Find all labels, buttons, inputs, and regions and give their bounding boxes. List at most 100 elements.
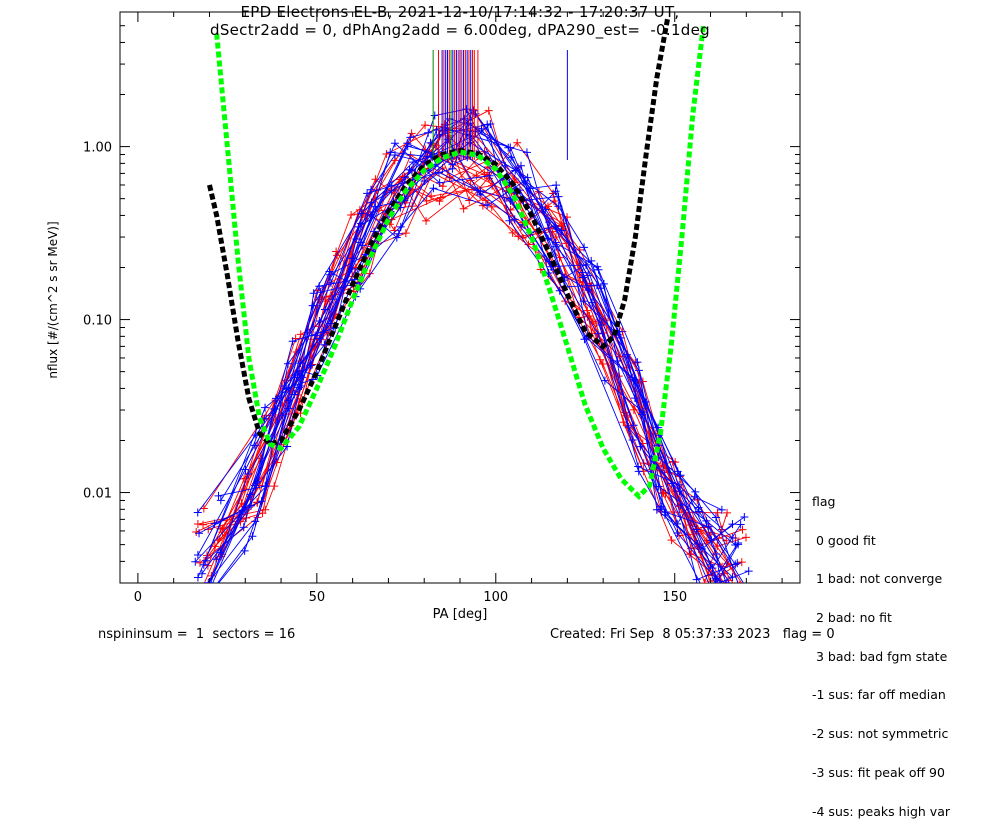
blue-point xyxy=(673,519,682,528)
blue-point xyxy=(284,383,293,392)
blue-point xyxy=(210,519,219,528)
y-tick-label: 0.10 xyxy=(83,314,112,329)
blue-point xyxy=(429,184,438,193)
red-point xyxy=(738,525,747,534)
blue-point xyxy=(390,139,399,148)
red-point xyxy=(422,216,431,225)
blue-point xyxy=(506,143,515,152)
blue-point xyxy=(244,470,253,479)
blue-point xyxy=(594,265,603,274)
blue-point xyxy=(629,421,638,430)
blue-point xyxy=(740,513,749,522)
fit-curves xyxy=(207,18,706,500)
blue-point xyxy=(205,591,213,599)
footer-left: nspininsum = 1 sectors = 16 xyxy=(98,627,296,642)
red-point xyxy=(435,197,444,206)
y-tick-label: 0.01 xyxy=(83,487,112,502)
blue-point xyxy=(315,316,324,325)
red-line xyxy=(206,171,728,565)
red-point xyxy=(472,171,481,180)
blue-point xyxy=(246,501,255,510)
red-point xyxy=(596,355,605,364)
blue-point xyxy=(579,297,588,306)
blue-profile xyxy=(214,114,745,573)
blue-point xyxy=(719,583,727,591)
y-axis-label: nflux [#/(cm^2 s sr MeV)] xyxy=(46,221,60,378)
blue-point xyxy=(667,479,676,488)
blue-point xyxy=(199,560,208,569)
red-point xyxy=(743,586,751,594)
red-point xyxy=(333,251,342,260)
blue-point xyxy=(202,593,210,601)
legend-title: flag xyxy=(812,493,836,509)
blue-point xyxy=(738,592,746,600)
blue-point xyxy=(197,569,206,578)
legend-item: 1 bad: not converge xyxy=(812,571,943,587)
red-point xyxy=(347,210,356,219)
blue-point xyxy=(198,593,206,601)
blue-point xyxy=(288,337,297,346)
red-point xyxy=(737,558,746,567)
blue-point xyxy=(501,161,510,170)
blue-point xyxy=(261,482,270,491)
blue-point xyxy=(392,233,401,242)
red-point xyxy=(195,558,204,567)
red-point xyxy=(729,593,737,601)
blue-profile xyxy=(193,138,744,583)
blue-point xyxy=(366,210,375,219)
blue-point xyxy=(710,590,718,598)
blue-point xyxy=(214,491,223,500)
flag-legend: flag 0 good fit 1 bad: not converge 2 ba… xyxy=(812,470,950,831)
blue-point xyxy=(541,205,550,214)
blue-profile xyxy=(195,176,727,591)
blue-point xyxy=(366,185,375,194)
blue-point xyxy=(235,510,244,519)
blue-point xyxy=(390,150,399,159)
blue-point xyxy=(630,394,639,403)
blue-point xyxy=(347,264,356,273)
blue-point xyxy=(580,335,589,344)
blue-point xyxy=(193,551,202,560)
blue-point xyxy=(656,505,665,514)
blue-line xyxy=(197,142,744,583)
blue-point xyxy=(290,390,299,399)
red-point xyxy=(199,520,208,529)
red-point xyxy=(713,508,722,517)
blue-point xyxy=(306,361,315,370)
axes: 0 50 100 150 0.01 0.10 1.00 xyxy=(83,11,800,605)
blue-point xyxy=(420,176,429,185)
blue-point xyxy=(717,505,726,514)
blue-line xyxy=(197,133,739,583)
pitch-angle-chart: 0 50 100 150 0.01 0.10 1.00 PA [deg] nflux [#/… xyxy=(46,11,801,622)
red-point xyxy=(459,204,468,213)
blue-point xyxy=(435,178,444,187)
blue-point xyxy=(654,423,663,432)
blue-point xyxy=(516,161,525,170)
blue-point xyxy=(434,168,443,177)
blue-point xyxy=(699,585,707,593)
blue-point xyxy=(326,278,335,287)
red-point xyxy=(667,536,676,545)
blue-point xyxy=(430,111,439,120)
red-point xyxy=(720,588,728,596)
blue-point xyxy=(715,580,717,583)
blue-point xyxy=(583,271,592,280)
blue-point xyxy=(744,567,753,576)
legend-item: -2 sus: not symmetric xyxy=(812,726,949,742)
red-point xyxy=(296,330,305,339)
blue-point xyxy=(555,286,564,295)
legend-item: 0 good fit xyxy=(812,532,876,548)
blue-point xyxy=(424,128,433,137)
red-point xyxy=(575,245,584,254)
red-profile xyxy=(203,127,741,583)
blue-point xyxy=(239,523,248,532)
fit-curve-black xyxy=(207,18,671,448)
red-point xyxy=(270,482,279,491)
red-point xyxy=(480,170,489,179)
red-point xyxy=(513,138,522,147)
red-point xyxy=(484,106,493,115)
blue-profile xyxy=(212,106,743,583)
blue-point xyxy=(580,243,589,252)
red-point xyxy=(365,269,374,278)
chart-title-line2: dSectr2add = 0, dPhAng2add = 6.00deg, dP… xyxy=(210,21,710,39)
